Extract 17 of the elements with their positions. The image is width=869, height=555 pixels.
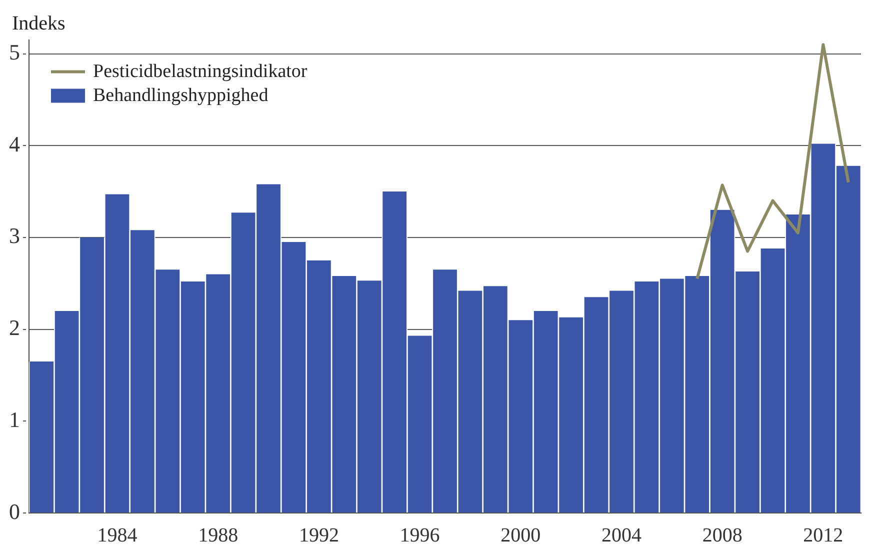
x-tick-label: 2008 xyxy=(702,524,742,546)
y-tick-label: 5 xyxy=(9,40,20,65)
x-tick-label: 1988 xyxy=(198,524,238,546)
x-tick-label: 1996 xyxy=(400,524,440,546)
x-tick-label: 2004 xyxy=(601,524,642,546)
y-tick-label: 4 xyxy=(9,131,20,156)
legend-label: Pesticidbelastningsindikator xyxy=(93,60,308,82)
x-tick-label: 2012 xyxy=(803,524,844,546)
y-tick-label: 2 xyxy=(9,315,20,340)
y-tick-label: 0 xyxy=(9,498,20,524)
x-tick-label: 2000 xyxy=(500,524,541,546)
legend-label: Behandlingshyppighed xyxy=(93,84,269,106)
x-tick-label: 1992 xyxy=(298,524,339,546)
y-tick-label: 3 xyxy=(9,223,20,248)
y-tick-label: 1 xyxy=(9,406,20,432)
x-tick-label: 1984 xyxy=(97,524,138,546)
y-axis-title: Indeks xyxy=(12,12,66,34)
